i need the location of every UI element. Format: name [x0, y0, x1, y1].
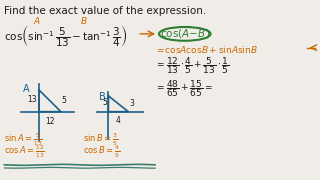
Text: $\cos A=\frac{12}{13}$: $\cos A=\frac{12}{13}$ — [4, 143, 45, 160]
Text: 12: 12 — [45, 117, 55, 126]
Text: 3: 3 — [129, 99, 134, 108]
Text: 5: 5 — [62, 96, 67, 105]
Text: 4: 4 — [116, 116, 121, 125]
Text: 5: 5 — [103, 98, 108, 107]
Text: $\mathrm{cos}(A\!-\!B)$: $\mathrm{cos}(A\!-\!B)$ — [160, 27, 210, 40]
Text: Find the exact value of the expression.: Find the exact value of the expression. — [4, 6, 207, 16]
Text: A: A — [33, 17, 39, 26]
Text: $=\dfrac{12}{13}\cdot\dfrac{4}{5}+\dfrac{5}{13}\cdot\dfrac{1}{5}$: $=\dfrac{12}{13}\cdot\dfrac{4}{5}+\dfrac… — [155, 56, 230, 76]
Text: $\sin A=\frac{5}{13}$: $\sin A=\frac{5}{13}$ — [4, 131, 43, 148]
Text: $=\dfrac{48}{65}+\dfrac{15}{65}=$: $=\dfrac{48}{65}+\dfrac{15}{65}=$ — [155, 78, 213, 99]
Text: B: B — [99, 92, 105, 102]
Text: $\cos\!\left(\sin^{-1}\dfrac{5}{13}-\tan^{-1}\dfrac{3}{4}\right)$: $\cos\!\left(\sin^{-1}\dfrac{5}{13}-\tan… — [4, 23, 128, 49]
Text: $=\!\cos\!A\cos\!B+\sin\!A\sin\!B$: $=\!\cos\!A\cos\!B+\sin\!A\sin\!B$ — [155, 44, 258, 55]
Text: A: A — [23, 84, 30, 94]
Text: $\cos B=\frac{4}{5}$: $\cos B=\frac{4}{5}$ — [83, 143, 120, 160]
Text: 13: 13 — [28, 95, 37, 104]
Text: $\sin B=\frac{3}{5}$: $\sin B=\frac{3}{5}$ — [83, 131, 118, 148]
Text: B: B — [81, 17, 87, 26]
